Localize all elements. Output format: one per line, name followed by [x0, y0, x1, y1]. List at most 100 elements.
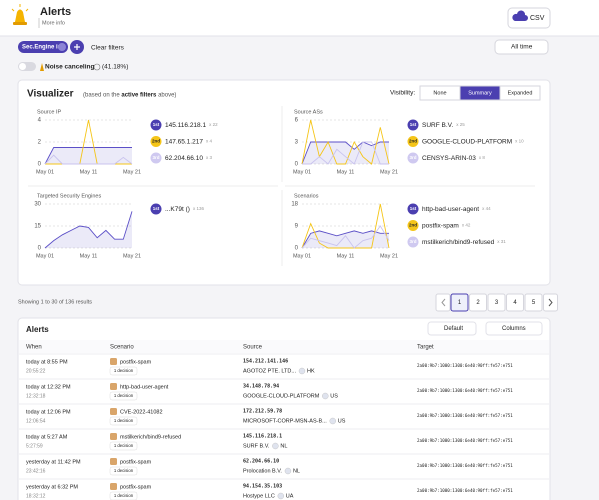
- alert-time: 12:06:54: [26, 418, 46, 424]
- top-item-name[interactable]: 62.204.66.10: [165, 155, 203, 162]
- view-button[interactable]: [427, 321, 477, 336]
- decision-badge: [109, 441, 138, 451]
- top-item-name[interactable]: ...K79t (): [165, 206, 190, 213]
- source-ip[interactable]: 94.154.35.103: [243, 484, 282, 490]
- more-info-link[interactable]: More info: [42, 20, 65, 26]
- rank-label: 1st: [410, 122, 417, 127]
- source-ip[interactable]: 172.212.59.78: [243, 409, 282, 415]
- top-item-label[interactable]: 62.204.66.10 x 3: [165, 155, 212, 162]
- clear-filters[interactable]: Clear filters: [91, 45, 125, 52]
- country-flag: [322, 392, 329, 400]
- country-flag: [284, 467, 292, 475]
- column-header: Scenario: [110, 345, 134, 351]
- top-item-label[interactable]: GOOGLE-CLOUD-PLATFORM x 10: [422, 138, 524, 145]
- top-item-label[interactable]: http-bad-user-agent x 44: [422, 206, 491, 213]
- rank-label: 2nd: [152, 139, 160, 144]
- top-item-label[interactable]: 145.116.218.1 x 22: [165, 122, 218, 129]
- columns-button[interactable]: [485, 321, 543, 336]
- time-range-label: All time: [511, 44, 533, 51]
- x-tick-label: May 01: [293, 253, 311, 259]
- next-page[interactable]: [543, 293, 558, 312]
- x-tick-label: May 01: [36, 253, 54, 259]
- panel-title: Source IP: [37, 109, 61, 115]
- top-item-name[interactable]: GOOGLE-CLOUD-PLATFORM: [422, 138, 512, 145]
- visibility-option-label[interactable]: None: [433, 90, 446, 96]
- page-number[interactable]: 5: [532, 300, 536, 306]
- filter-chip[interactable]: [18, 41, 68, 53]
- page-button[interactable]: [506, 293, 524, 312]
- top-item-label[interactable]: mstilkerich/bind9-refused x 31: [422, 239, 506, 246]
- top-item-label[interactable]: CENSYS-ARIN-03 x 8: [422, 155, 485, 162]
- top-item-name[interactable]: mstilkerich/bind9-refused: [422, 239, 495, 246]
- table-header: [19, 340, 549, 353]
- source-country: US: [338, 418, 346, 424]
- top-item-name[interactable]: 147.65.1.217: [165, 138, 203, 145]
- page-button[interactable]: [450, 293, 469, 312]
- top-item-name[interactable]: 145.116.218.1: [165, 122, 206, 129]
- plus-icon: [74, 44, 80, 50]
- source-ip[interactable]: 145.116.218.1: [243, 434, 282, 440]
- toggle-knob: [19, 63, 26, 70]
- csv-label[interactable]: CSV: [530, 15, 545, 22]
- panel-title: Source ASs: [294, 109, 323, 115]
- rank-badge: [407, 236, 419, 248]
- scenario-name[interactable]: CVE-2022-41082: [120, 409, 163, 415]
- alert-when: yesterday at 11:42 PM: [26, 459, 81, 465]
- top-item-label[interactable]: postfix-spam x 42: [422, 222, 471, 229]
- alert-when: today at 5:27 AM: [26, 434, 68, 440]
- decision-badge: [109, 466, 138, 476]
- remove-filter[interactable]: [58, 43, 66, 51]
- page-button[interactable]: [487, 293, 506, 312]
- page-number[interactable]: 3: [495, 300, 499, 306]
- note-start: (based on the: [83, 92, 121, 98]
- series-line: [302, 141, 389, 165]
- scenario-name[interactable]: postfix-spam: [120, 484, 152, 490]
- top-item-name[interactable]: CENSYS-ARIN-03: [422, 155, 476, 162]
- scenario-name[interactable]: mstilkerich/bind9-refused: [120, 434, 181, 440]
- x-tick-label: May 21: [123, 169, 141, 175]
- top-item-name[interactable]: http-bad-user-agent: [422, 206, 479, 213]
- source-country: HK: [307, 368, 315, 374]
- visibility-option-label[interactable]: Summary: [468, 90, 492, 96]
- top-item-label[interactable]: 147.65.1.217 x 4: [165, 138, 212, 145]
- decision-badge: [109, 416, 138, 426]
- page-number[interactable]: 1: [458, 300, 462, 306]
- column-header: When: [26, 345, 42, 351]
- scenario-name[interactable]: postfix-spam: [120, 459, 152, 465]
- visibility-option-label[interactable]: Expanded: [508, 90, 533, 96]
- source-ip[interactable]: 154.212.141.146: [243, 359, 288, 365]
- scenario-name[interactable]: postfix-spam: [120, 359, 152, 365]
- top-item-count: x 42: [462, 223, 471, 228]
- y-tick-label: 2: [38, 140, 42, 146]
- x-tick-label: May 01: [293, 169, 311, 175]
- page-button[interactable]: [469, 293, 487, 312]
- top-item-name[interactable]: postfix-spam: [422, 222, 459, 229]
- note-link[interactable]: active filters: [121, 92, 157, 98]
- alert-when: today at 8:55 PM: [26, 359, 68, 365]
- page-button[interactable]: [524, 293, 543, 312]
- time-range-button[interactable]: [494, 39, 549, 55]
- alert-time: 12:32:18: [26, 393, 46, 399]
- page-number[interactable]: 2: [476, 300, 480, 306]
- visualizer-title: Visualizer: [27, 89, 74, 100]
- visibility-option[interactable]: [499, 85, 541, 101]
- x-tick-label: May 11: [80, 253, 98, 259]
- source-ip[interactable]: 34.148.78.94: [243, 384, 279, 390]
- target-address: 2a00:9b7:1000:1300:6e40:90ff:fe57:e751: [417, 413, 513, 418]
- prev-page[interactable]: [435, 293, 451, 312]
- top-item-label[interactable]: SURF B.V. x 25: [422, 122, 465, 129]
- x-tick-label: May 11: [337, 169, 355, 175]
- top-item-count: x 4: [206, 139, 213, 144]
- source-ip[interactable]: 62.204.66.10: [243, 459, 279, 465]
- alerts-table-title: Alerts: [26, 325, 49, 334]
- rank-label: 2nd: [409, 223, 417, 228]
- top-item-label[interactable]: ...K79t () x 136: [165, 206, 204, 213]
- top-item-count: x 8: [479, 155, 486, 160]
- info-icon[interactable]: [93, 63, 101, 71]
- top-item-name[interactable]: SURF B.V.: [422, 122, 453, 129]
- page-number[interactable]: 4: [513, 300, 517, 306]
- scenario-name[interactable]: http-bad-user-agent: [120, 384, 169, 390]
- column-header: Source: [243, 345, 263, 351]
- rank-label: 1st: [153, 206, 160, 211]
